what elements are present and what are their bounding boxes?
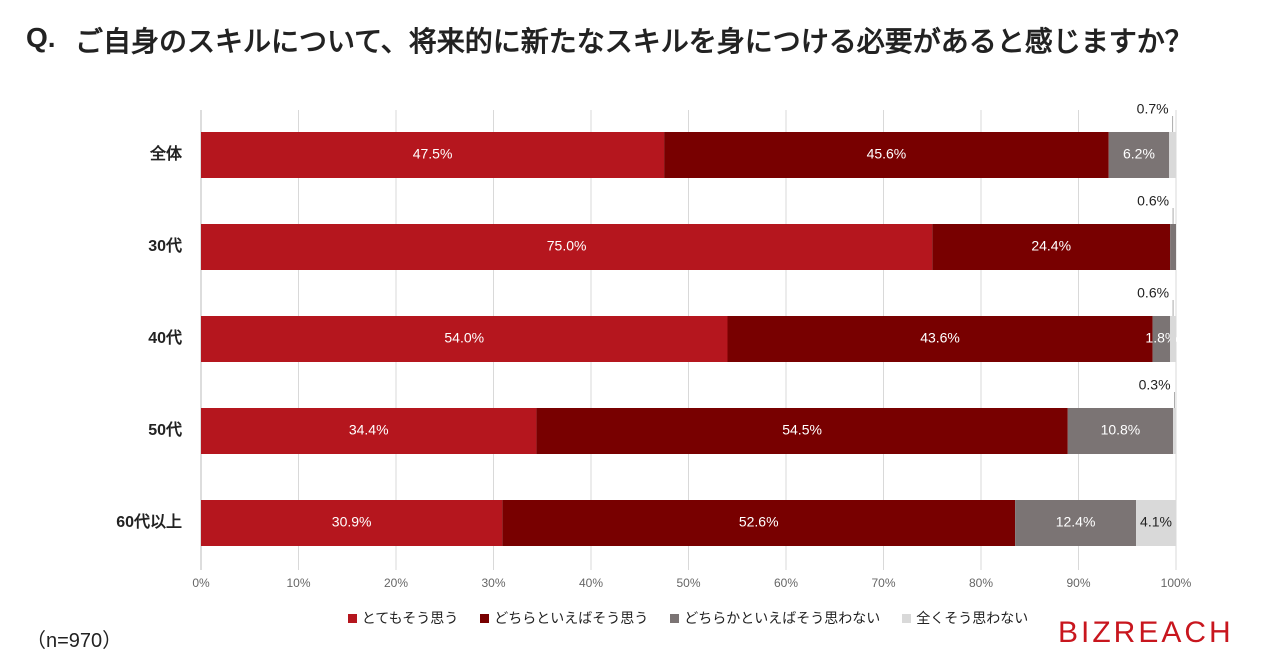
x-tick-label: 20% bbox=[384, 576, 408, 590]
bar-segment bbox=[1152, 316, 1171, 362]
value-label: 10.8% bbox=[1101, 422, 1141, 438]
value-label: 43.6% bbox=[920, 330, 960, 346]
legend-label: とてもそう思う bbox=[361, 610, 459, 626]
value-label: 0.6% bbox=[1137, 285, 1169, 301]
value-label: 75.0% bbox=[547, 238, 587, 254]
bar-segment bbox=[201, 132, 665, 178]
bar-segment bbox=[1173, 408, 1176, 454]
bar-segment bbox=[201, 224, 933, 270]
legend-swatch bbox=[670, 613, 680, 623]
category-label: 40代 bbox=[148, 328, 182, 347]
value-label: 6.2% bbox=[1123, 146, 1155, 162]
bar-segment bbox=[1136, 500, 1176, 546]
value-label: 0.3% bbox=[1139, 377, 1171, 393]
value-label: 1.8% bbox=[1145, 330, 1177, 346]
chart-title: ご自身のスキルについて、将来的に新たなスキルを身につける必要があると感じますか？ bbox=[75, 26, 1193, 57]
value-label: 0.6% bbox=[1137, 193, 1169, 209]
legend-label: どちらかといえばそう思わない bbox=[684, 610, 881, 626]
legend-label: どちらといえばそう思う bbox=[494, 610, 649, 626]
value-label: 4.1% bbox=[1140, 514, 1172, 530]
x-tick-label: 50% bbox=[676, 576, 700, 590]
legend-swatch bbox=[347, 613, 357, 623]
bar-segment bbox=[536, 408, 1068, 454]
x-tick-label: 60% bbox=[774, 576, 798, 590]
value-label: 52.6% bbox=[739, 514, 779, 530]
bar-segment bbox=[664, 132, 1109, 178]
bar-segment bbox=[201, 500, 503, 546]
category-label: 50代 bbox=[148, 420, 182, 439]
x-tick-label: 10% bbox=[286, 576, 310, 590]
legend-item: とてもそう思う bbox=[347, 608, 459, 628]
bar-segment bbox=[1067, 408, 1174, 454]
legend: とてもそう思う どちらといえばそう思う どちらかといえばそう思わない 全くそう思わない bbox=[200, 608, 1176, 628]
value-label: 34.4% bbox=[349, 422, 389, 438]
x-tick-label: 30% bbox=[481, 576, 505, 590]
value-label: 54.0% bbox=[444, 330, 484, 346]
bar-segment bbox=[201, 408, 537, 454]
bar-segment bbox=[1015, 500, 1137, 546]
bar-segment bbox=[201, 316, 728, 362]
x-tick-label: 80% bbox=[969, 576, 993, 590]
x-tick-label: 100% bbox=[1161, 576, 1192, 590]
question-marker: Q. bbox=[26, 22, 56, 53]
bar-segment bbox=[502, 500, 1016, 546]
logo: BIZREACH bbox=[1058, 616, 1234, 649]
value-label: 0.7% bbox=[1137, 101, 1169, 117]
sample-note: （n=970） bbox=[26, 630, 123, 652]
x-tick-label: 70% bbox=[871, 576, 895, 590]
x-tick-label: 40% bbox=[579, 576, 603, 590]
bar-segment bbox=[932, 224, 1171, 270]
value-label: 24.4% bbox=[1031, 238, 1071, 254]
category-label: 全体 bbox=[149, 144, 183, 163]
value-label: 45.6% bbox=[867, 146, 907, 162]
category-label: 30代 bbox=[148, 236, 182, 255]
legend-item: どちらといえばそう思う bbox=[480, 608, 648, 628]
value-label: 30.9% bbox=[332, 514, 372, 530]
legend-swatch bbox=[902, 613, 912, 623]
bar-segment bbox=[727, 316, 1153, 362]
legend-swatch bbox=[480, 613, 490, 623]
legend-label: 全くそう思わない bbox=[916, 610, 1029, 626]
value-label: 12.4% bbox=[1056, 514, 1096, 530]
legend-item: 全くそう思わない bbox=[902, 608, 1028, 628]
bar-segment bbox=[1169, 132, 1176, 178]
bar-segment bbox=[1170, 224, 1176, 270]
value-label: 54.5% bbox=[782, 422, 822, 438]
value-label: 47.5% bbox=[413, 146, 453, 162]
bar-segment bbox=[1108, 132, 1170, 178]
x-tick-label: 0% bbox=[192, 576, 210, 590]
x-tick-label: 90% bbox=[1066, 576, 1090, 590]
category-label: 60代以上 bbox=[116, 512, 182, 531]
bar-segment bbox=[1170, 316, 1176, 362]
legend-item: どちらかといえばそう思わない bbox=[670, 608, 880, 628]
